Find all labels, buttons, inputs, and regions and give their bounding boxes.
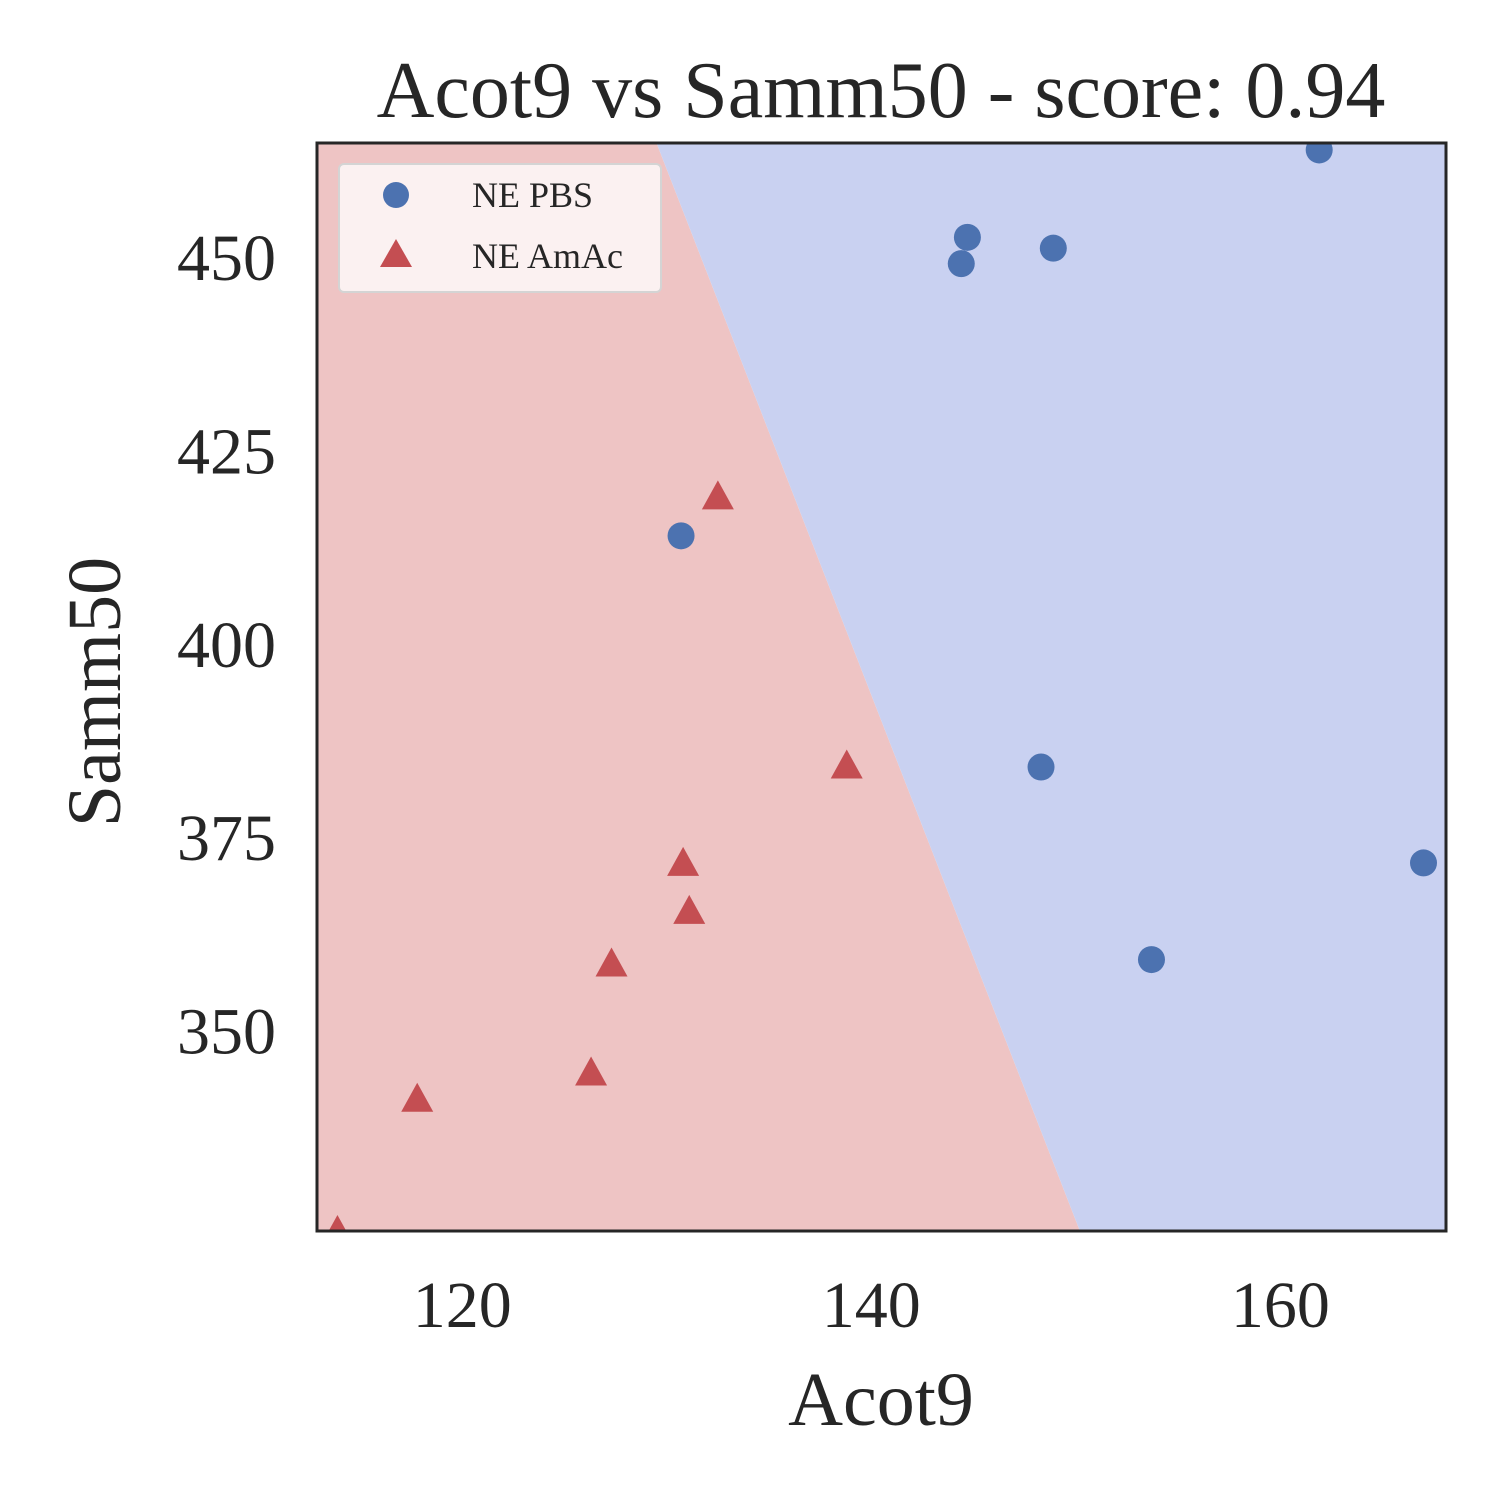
y-axis-ticks: 350 375 400 425 450 (177, 222, 276, 1068)
point-ne-pbs-2 (953, 223, 981, 251)
data-points (328, 143, 1438, 1231)
point-ne-amac-4 (673, 894, 706, 924)
point-ne-pbs-1 (1305, 143, 1333, 164)
point-ne-pbs-7 (1137, 946, 1165, 974)
legend-label-ne-amac: NE AmAc (472, 236, 623, 276)
point-ne-amac-3 (667, 846, 700, 876)
point-ne-amac-2 (830, 749, 863, 779)
legend-marker-ne-amac (380, 239, 412, 267)
y-tick-label: 450 (177, 222, 276, 295)
y-tick-label: 350 (177, 995, 276, 1068)
decision-region-ne-amac (317, 143, 1080, 1231)
legend-label-ne-pbs: NE PBS (472, 175, 593, 215)
point-ne-amac-8 (328, 1215, 347, 1231)
x-tick-label: 120 (413, 1269, 512, 1342)
x-axis-ticks: 120 140 160 (413, 1269, 1330, 1342)
point-ne-pbs-6 (1027, 753, 1055, 781)
plot-frame (315, 141, 1448, 1233)
point-ne-amac-6 (575, 1056, 608, 1086)
x-tick-label: 160 (1231, 1269, 1330, 1342)
x-tick-label: 140 (822, 1269, 921, 1342)
y-tick-label: 425 (177, 416, 276, 489)
y-tick-label: 400 (177, 609, 276, 682)
y-axis-label: Samm50 (53, 557, 137, 827)
point-ne-pbs-4 (1039, 234, 1067, 262)
decision-region-ne-pbs (656, 143, 1446, 1231)
legend: NE PBS NE AmAc (338, 163, 662, 293)
y-tick-label: 375 (177, 802, 276, 875)
point-ne-pbs-8 (1410, 849, 1438, 877)
chart-title: Acot9 vs Samm50 - score: 0.94 (377, 47, 1386, 135)
point-ne-amac-5 (595, 947, 628, 977)
point-ne-pbs-3 (947, 250, 975, 278)
point-ne-amac-7 (401, 1082, 434, 1112)
legend-marker-ne-pbs (383, 182, 409, 208)
plot-area (317, 143, 1446, 1231)
point-ne-amac-1 (701, 480, 734, 510)
x-axis-label: Acot9 (788, 1358, 974, 1442)
legend-box (338, 163, 662, 293)
point-ne-pbs-5 (667, 522, 695, 550)
